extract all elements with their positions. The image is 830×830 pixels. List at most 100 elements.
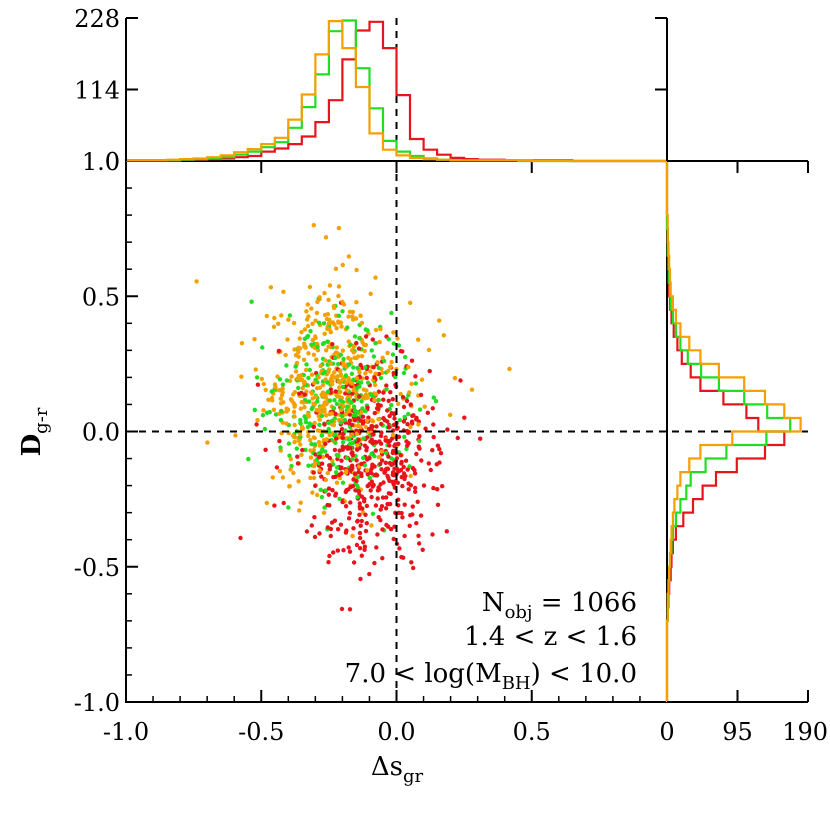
scatter-point-green	[334, 401, 340, 407]
scatter-point-green	[262, 426, 268, 432]
scatter-point-red	[263, 447, 268, 452]
scatter-point-red	[302, 392, 307, 397]
top-histogram-y-tick-label: 114	[74, 77, 120, 105]
scatter-point-red	[367, 571, 372, 577]
scatter-point-red	[328, 463, 333, 469]
scatter-point-green	[355, 494, 360, 500]
scatter-point-red	[281, 500, 286, 506]
scatter-point-orange	[329, 422, 335, 427]
scatter-point-green	[336, 313, 342, 318]
scatter-point-red	[377, 439, 382, 444]
scatter-point-red	[435, 502, 441, 507]
scatter-point-green	[316, 320, 322, 325]
scatter-point-red	[387, 413, 392, 419]
scatter-point-red	[354, 478, 359, 484]
scatter-point-red	[400, 483, 405, 489]
scatter-point-red	[362, 443, 368, 448]
scatter-point-orange	[296, 479, 301, 484]
scatter-point-orange	[297, 432, 303, 437]
scatter-point-red	[372, 410, 377, 416]
scatter-point-red	[380, 556, 385, 561]
scatter-point-red	[413, 485, 418, 491]
scatter-point-green	[369, 451, 374, 456]
scatter-point-orange	[317, 468, 322, 473]
scatter-point-orange	[326, 369, 331, 375]
scatter-point-red	[276, 348, 282, 354]
scatter-point-orange	[311, 475, 317, 481]
scatter-point-red	[343, 504, 349, 509]
scatter-point-orange	[336, 319, 341, 324]
scatter-point-orange	[334, 480, 340, 485]
x-tick-label: -1.0	[103, 718, 149, 746]
scatter-point-red	[346, 516, 352, 521]
scatter-point-orange	[324, 316, 330, 322]
scatter-point-red	[383, 460, 388, 465]
scatter-point-orange	[368, 369, 373, 374]
scatter-point-red	[458, 378, 463, 383]
scatter-point-green	[351, 377, 356, 382]
scatter-point-green	[329, 418, 335, 423]
x-tick-labels: -1.0 -0.5 0.0 0.5	[103, 718, 551, 746]
scatter-point-orange	[239, 341, 245, 346]
scatter-point-orange	[292, 347, 297, 352]
scatter-point-red	[359, 518, 364, 524]
annotation-block: Nobj = 1066 1.4 < z < 1.6 7.0 < log(MBH)…	[345, 588, 637, 694]
scatter-point-red	[401, 404, 407, 410]
scatter-point-orange	[310, 321, 315, 326]
scatter-point-red	[297, 391, 302, 396]
scatter-point-orange	[332, 370, 337, 375]
scatter-point-red	[329, 520, 335, 525]
scatter-point-orange	[375, 360, 380, 365]
scatter-point-orange	[338, 372, 344, 377]
scatter-point-red	[435, 487, 440, 492]
scatter-point-red	[357, 546, 363, 551]
scatter-point-orange	[448, 412, 453, 417]
scatter-point-green	[342, 417, 348, 423]
scatter-point-red	[347, 607, 353, 612]
top-histogram-steps	[124, 19, 667, 163]
scatter-point-red	[392, 412, 397, 417]
scatter-point-orange	[359, 354, 365, 359]
scatter-point-green	[278, 417, 284, 423]
right-histogram-orange	[665, 161, 802, 702]
scatter-point-orange	[385, 350, 390, 356]
annotation-nobj: Nobj = 1066	[482, 588, 637, 623]
scatter-point-orange	[263, 387, 268, 393]
scatter-point-red	[396, 441, 401, 447]
scatter-point-red	[415, 499, 420, 504]
scatter-point-red	[341, 548, 346, 553]
scatter-point-red	[322, 422, 327, 427]
scatter-point-green	[352, 334, 358, 339]
scatter-point-green	[338, 352, 343, 357]
scatter-point-green	[303, 419, 309, 425]
scatter-point-green	[334, 465, 340, 470]
scatter-point-red	[373, 473, 378, 478]
scatter-point-orange	[306, 314, 311, 319]
scatter-point-orange	[389, 359, 394, 365]
scatter-point-red	[401, 555, 406, 560]
scatter-point-red	[354, 542, 360, 548]
y-tick-label: 0.5	[82, 283, 120, 311]
scatter-point-orange	[301, 357, 307, 362]
scatter-point-orange	[336, 225, 342, 231]
scatter-point-orange	[332, 322, 337, 327]
scatter-point-red	[398, 348, 403, 354]
scatter-point-red	[412, 471, 418, 476]
scatter-point-orange	[356, 423, 361, 428]
scatter-point-orange	[305, 323, 311, 329]
scatter-point-orange	[315, 348, 321, 353]
scatter-point-orange	[264, 313, 269, 319]
scatter-point-orange	[308, 448, 313, 453]
scatter-point-orange	[331, 305, 337, 311]
scatter-points	[194, 223, 512, 612]
scatter-point-green	[332, 398, 337, 403]
x-tick-label: -0.5	[238, 718, 284, 746]
scatter-point-red	[399, 510, 404, 516]
scatter-point-red	[418, 392, 424, 398]
scatter-point-orange	[335, 394, 340, 399]
scatter-point-red	[346, 545, 351, 550]
scatter-point-orange	[313, 394, 319, 399]
scatter-point-orange	[346, 314, 351, 319]
scatter-point-red	[328, 526, 334, 532]
scatter-point-orange	[317, 295, 322, 300]
